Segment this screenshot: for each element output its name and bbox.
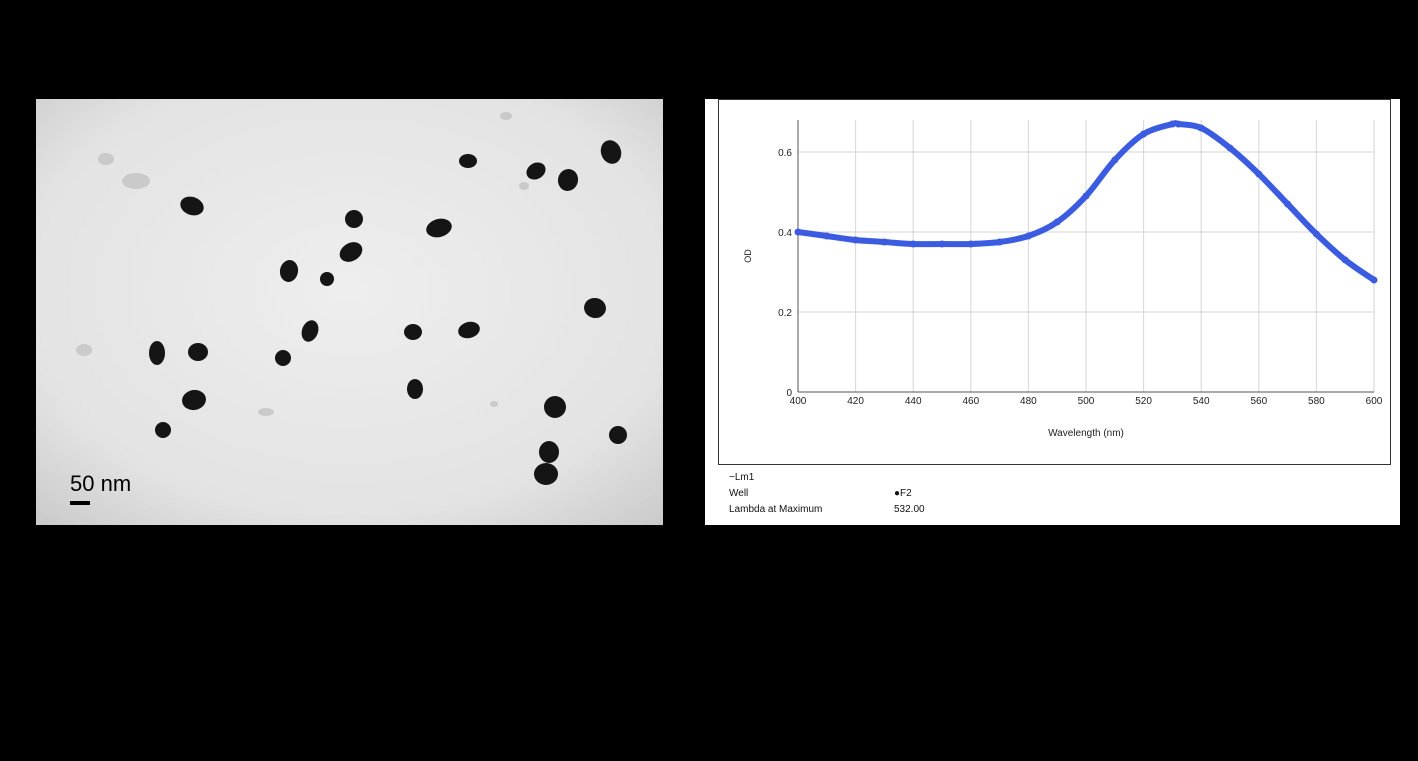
series-point <box>1284 200 1292 208</box>
series-point <box>1024 232 1032 240</box>
series-point <box>909 240 917 248</box>
series-point <box>1140 130 1148 138</box>
nanoparticle <box>320 272 334 286</box>
series-point <box>1082 192 1090 200</box>
nanoparticle <box>584 297 606 319</box>
x-tick-label: 580 <box>1308 396 1325 407</box>
series-point <box>1111 156 1119 164</box>
series-point <box>938 240 946 248</box>
series-line-lm1 <box>795 120 1377 283</box>
series-point <box>1341 256 1349 264</box>
legend-well-row: Well ●F2 <box>729 486 1129 502</box>
x-tick-label: 440 <box>905 396 922 407</box>
nanoparticle <box>544 396 566 418</box>
nanoparticle <box>609 426 627 444</box>
series-point <box>1226 144 1234 152</box>
micrograph-background <box>36 99 663 525</box>
series-point <box>880 238 888 246</box>
chart-axes <box>797 120 1374 393</box>
nanoparticle <box>180 196 204 216</box>
legend-well-label: Well <box>729 488 749 499</box>
x-tick-label: 500 <box>1078 396 1095 407</box>
y-tick-label: 0 <box>786 388 792 399</box>
series-point <box>823 232 831 240</box>
nanoparticle <box>301 320 319 342</box>
nanoparticle <box>345 210 363 228</box>
series-point <box>967 240 975 248</box>
spectrum-chart: 400 420 440 460 480 500 520 540 560 580 600 0 0.2 0.4… <box>743 120 1383 439</box>
nanoparticle <box>600 140 622 164</box>
legend-lambda-row: Lambda at Maximum 532.00 <box>729 502 1129 518</box>
debris-blotch <box>519 182 529 190</box>
micrograph-image <box>36 99 663 525</box>
chart-grid <box>797 120 1375 393</box>
nanoparticle <box>526 162 546 180</box>
legend-lambda-label: Lambda at Maximum <box>729 504 823 515</box>
nanoparticle <box>275 350 291 366</box>
nanoparticle <box>149 341 165 365</box>
y-tick-label: 0.4 <box>778 228 792 239</box>
nanoparticle <box>404 324 422 340</box>
x-tick-label: 560 <box>1250 396 1267 407</box>
y-tick-label: 0.6 <box>778 148 792 159</box>
chart-series <box>794 120 1378 284</box>
legend-series-row: −Lm1 <box>729 470 1129 486</box>
debris-blotch <box>500 112 512 120</box>
series-point <box>1053 218 1061 226</box>
nanoparticle <box>407 379 423 399</box>
nanoparticle <box>188 343 208 361</box>
debris-blotch <box>490 401 498 407</box>
x-tick-label: 520 <box>1135 396 1152 407</box>
x-tick-label: 600 <box>1366 396 1383 407</box>
x-tick-label: 460 <box>962 396 979 407</box>
series-point <box>794 228 802 236</box>
legend-lambda-value: 532.00 <box>894 504 925 515</box>
series-point <box>852 236 860 244</box>
nanoparticle <box>458 321 480 339</box>
series-point <box>1312 230 1320 238</box>
nanoparticle <box>539 441 559 463</box>
nanoparticle-group <box>76 112 627 485</box>
series-point <box>1174 120 1182 128</box>
scale-bar-label: 50 nm <box>70 471 132 496</box>
y-tick-label: 0.2 <box>778 308 792 319</box>
x-tick-label: 480 <box>1020 396 1037 407</box>
series-point <box>1197 124 1205 132</box>
x-axis-label: Wavelength (nm) <box>1048 428 1124 439</box>
series-point <box>996 238 1004 246</box>
nanoparticle <box>339 242 363 262</box>
chart-tick-labels: 400 420 440 460 480 500 520 540 560 580 600 0 0.2 0.4… <box>778 148 1383 407</box>
y-axis-label: OD <box>743 249 753 263</box>
nanoparticle <box>155 422 171 438</box>
chart-legend: −Lm1 Well ●F2 Lambda at Maximum 532.00 <box>729 470 1129 518</box>
nanoparticle <box>557 169 579 191</box>
spectrum-panel: 400 420 440 460 480 500 520 540 560 580 600 0 0.2 0.4… <box>705 99 1400 525</box>
debris-blotch <box>258 408 274 416</box>
x-tick-label: 420 <box>847 396 864 407</box>
series-point <box>1255 170 1263 178</box>
debris-blotch <box>98 153 114 165</box>
x-tick-label: 400 <box>790 396 807 407</box>
nanoparticle <box>459 154 477 168</box>
tem-micrograph: 50 nm <box>36 99 663 525</box>
scale-bar <box>70 501 90 505</box>
x-tick-label: 540 <box>1193 396 1210 407</box>
series-point <box>1370 276 1378 284</box>
nanoparticle <box>534 463 558 485</box>
series-point <box>1168 120 1176 128</box>
legend-well-value: ●F2 <box>894 488 912 499</box>
nanoparticle <box>279 260 299 282</box>
debris-blotch <box>76 344 92 356</box>
nanoparticle <box>426 218 452 238</box>
nanoparticle <box>182 389 206 411</box>
legend-series-label: −Lm1 <box>729 472 755 483</box>
debris-blotch <box>122 173 150 189</box>
plot-frame: 400 420 440 460 480 500 520 540 560 580 600 0 0.2 0.4… <box>718 99 1391 465</box>
